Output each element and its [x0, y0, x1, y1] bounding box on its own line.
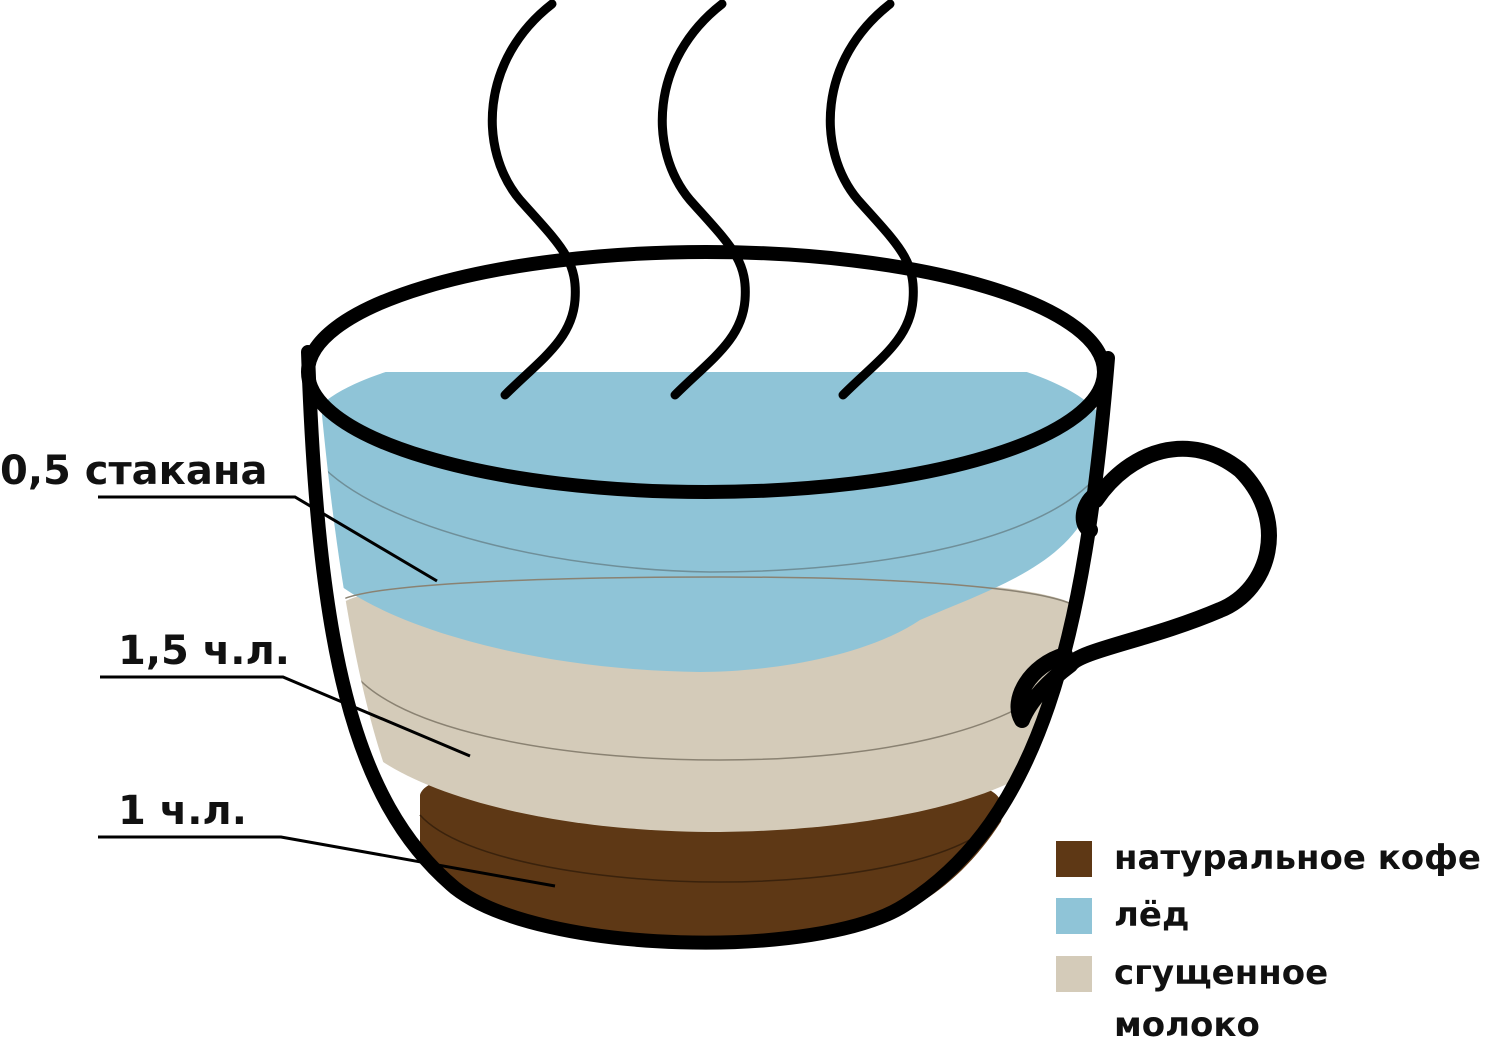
liquid-layers: [318, 372, 1102, 943]
callout-half-glass-label: 0,5 стакана: [0, 448, 268, 494]
legend-item-coffee: натуральное кофе: [1114, 838, 1481, 884]
legend-label-coffee: натуральное кофе: [1114, 838, 1481, 878]
milk-inner-line: [344, 659, 1079, 761]
ice-layer: [318, 372, 1102, 672]
legend-item-milk: сгущенное молоко: [1114, 953, 1414, 1051]
legend-swatch-ice: [1056, 898, 1092, 934]
legend-swatch-coffee: [1056, 841, 1092, 877]
steam-wisp-right: [825, 0, 918, 400]
steam: [487, 0, 918, 400]
cup-rim: [301, 245, 1111, 499]
coffee-inner-line: [419, 814, 1001, 883]
callout-lines: [98, 495, 556, 888]
legend-item-ice: лёд: [1114, 895, 1189, 941]
cup-body: [301, 345, 1115, 950]
steam-wisp-middle: [657, 0, 750, 400]
leader-milk-dose: [100, 675, 471, 758]
callout-milk-dose-label: 1,5 ч.л.: [118, 628, 290, 674]
legend-swatch-milk: [1056, 956, 1092, 992]
leader-half-glass: [98, 495, 438, 583]
cup: [301, 245, 1277, 950]
leader-coffee-dose: [98, 835, 556, 888]
milk-outline: [337, 576, 1083, 613]
ice-inner-line-1: [318, 461, 1102, 573]
legend-label-ice: лёд: [1114, 895, 1190, 935]
legend-label-milk: сгущенное молоко: [1114, 953, 1329, 1045]
steam-wisp-left: [487, 0, 580, 400]
callout-coffee-dose-label: 1 ч.л.: [118, 788, 247, 834]
